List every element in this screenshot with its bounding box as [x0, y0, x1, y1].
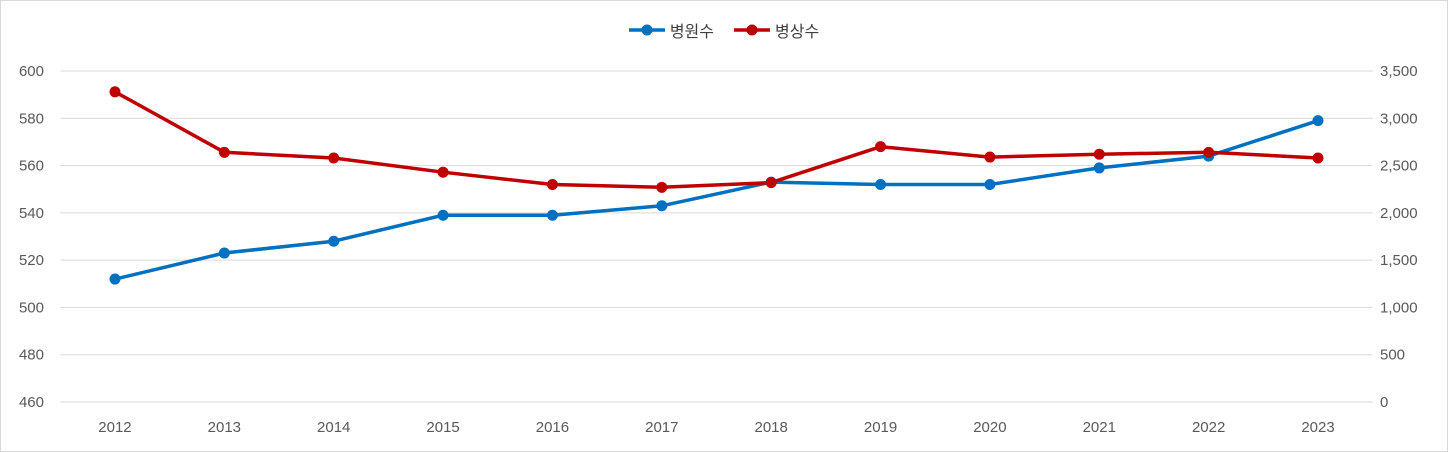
- x-axis-tick-label: 2023: [1301, 419, 1334, 436]
- legend-label-series-2: 병상수: [775, 22, 820, 41]
- x-axis-tick-label: 2012: [98, 419, 131, 436]
- right-axis-tick-label: 3,500: [1380, 63, 1418, 80]
- series-2-point: [546, 178, 558, 190]
- legend-swatch-series-1: [628, 24, 665, 36]
- series-2-point: [437, 166, 449, 178]
- series-2-point: [1203, 146, 1215, 158]
- x-axis-tick-label: 2017: [645, 419, 678, 436]
- x-axis-tick-label: 2016: [536, 419, 569, 436]
- left-axis-tick-label: 540: [19, 205, 44, 222]
- right-axis-tick-label: 3,000: [1380, 110, 1418, 127]
- series-1-point: [1312, 115, 1324, 127]
- right-axis-tick-label: 2,500: [1380, 158, 1418, 175]
- legend-label-series-1: 병원수: [669, 22, 714, 41]
- right-axis-tick-label: 1,500: [1380, 252, 1418, 269]
- legend-item-series-2: 병상수: [734, 18, 819, 42]
- x-axis-tick-label: 2019: [864, 419, 897, 436]
- right-axis-tick-label: 2,000: [1380, 205, 1418, 222]
- series-1-point: [875, 178, 887, 190]
- left-axis-tick-label: 580: [19, 110, 44, 127]
- series-2-point: [875, 141, 887, 153]
- series-2-point: [218, 146, 230, 158]
- series-1-point: [656, 200, 668, 212]
- left-axis-tick-label: 600: [19, 63, 44, 80]
- series-1-point: [328, 235, 340, 247]
- series-2-point: [656, 181, 668, 193]
- x-axis-tick-label: 2014: [317, 419, 350, 436]
- right-axis-tick-label: 0: [1380, 394, 1388, 411]
- left-axis-tick-label: 500: [19, 299, 44, 316]
- x-axis-tick-label: 2018: [754, 419, 787, 436]
- series-2-point: [328, 152, 340, 164]
- series-line-2: [113, 90, 1320, 190]
- series-2-point: [765, 177, 777, 189]
- series-2-point: [1312, 152, 1324, 164]
- x-axis-tick-label: 2015: [426, 419, 459, 436]
- left-axis-tick-label: 460: [19, 394, 44, 411]
- series-1-point: [1093, 162, 1105, 174]
- series-2-point: [984, 151, 996, 163]
- left-axis-tick-label: 480: [19, 347, 44, 364]
- legend-item-series-1: 병원수: [628, 18, 714, 42]
- series-1-point: [546, 209, 558, 221]
- chart-legend: 병원수 병상수: [1, 17, 1447, 43]
- x-axis-tick-label: 2020: [973, 419, 1006, 436]
- left-axis-tick-label: 520: [19, 252, 44, 269]
- series-1-point: [218, 247, 230, 259]
- left-axis-tick-label: 560: [19, 158, 44, 175]
- x-axis-tick-label: 2022: [1192, 419, 1225, 436]
- series-2-point: [109, 86, 121, 98]
- legend-swatch-series-2: [734, 24, 770, 36]
- series-2-point: [1093, 148, 1105, 160]
- series-line-1: [113, 118, 1320, 281]
- x-axis-tick-label: 2013: [208, 419, 241, 436]
- right-axis-tick-label: 1,000: [1380, 299, 1418, 316]
- x-axis-tick-label: 2021: [1083, 419, 1116, 436]
- series-1-point: [984, 178, 996, 190]
- series-1-point: [437, 209, 449, 221]
- series-1-point: [109, 273, 121, 285]
- right-axis-tick-label: 500: [1380, 347, 1405, 364]
